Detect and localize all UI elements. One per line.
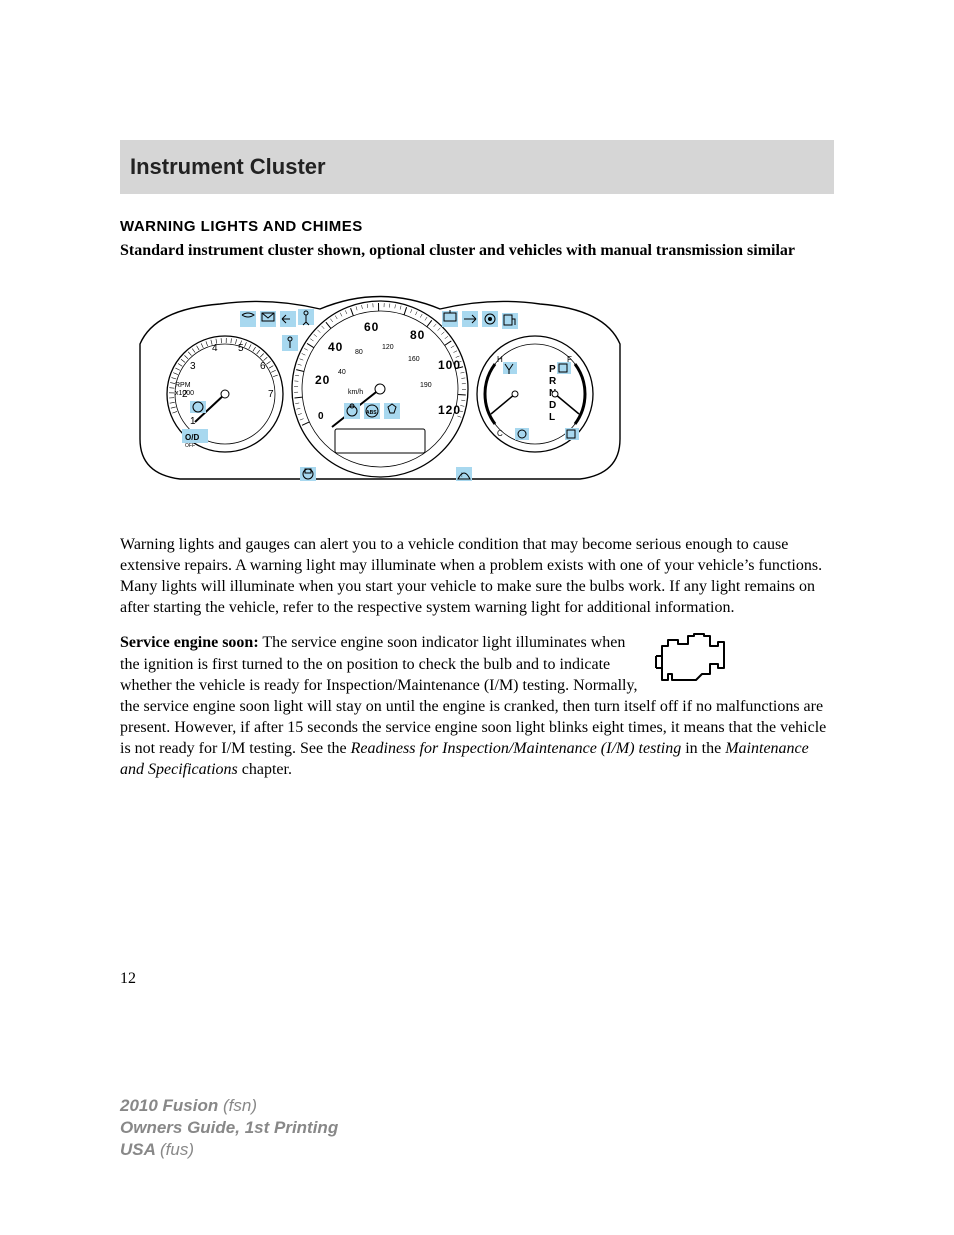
section-title: Instrument Cluster xyxy=(130,154,824,180)
page-number: 12 xyxy=(120,970,136,988)
svg-text:6: 6 xyxy=(260,361,266,372)
section-header-bar: Instrument Cluster xyxy=(120,140,834,194)
intro-paragraph: Warning lights and gauges can alert you … xyxy=(120,534,834,618)
svg-text:D: D xyxy=(549,400,556,411)
svg-text:40: 40 xyxy=(328,340,343,354)
svg-text:120: 120 xyxy=(438,403,461,417)
footer-line-1: 2010 Fusion (fsn) xyxy=(120,1095,338,1117)
subheading: WARNING LIGHTS AND CHIMES xyxy=(120,218,834,235)
svg-text:5: 5 xyxy=(238,343,244,354)
cluster-svg: 1234567RPMx1000O/DOFF204060801001200km/h… xyxy=(120,279,640,489)
svg-text:0: 0 xyxy=(318,411,325,422)
svg-text:80: 80 xyxy=(410,328,425,342)
svg-text:RPM: RPM xyxy=(175,382,191,389)
footer-line-3: USA (fus) xyxy=(120,1139,338,1161)
service-engine-mid: in the xyxy=(681,740,725,757)
svg-text:C: C xyxy=(497,429,503,438)
svg-text:L: L xyxy=(549,412,555,423)
service-engine-tail: chapter. xyxy=(238,761,292,778)
svg-text:O/D: O/D xyxy=(185,433,199,442)
svg-text:160: 160 xyxy=(408,356,420,363)
svg-text:100: 100 xyxy=(438,358,461,372)
svg-text:OFF: OFF xyxy=(185,443,195,449)
svg-text:4: 4 xyxy=(212,343,218,354)
footer-line-2: Owners Guide, 1st Printing xyxy=(120,1117,338,1139)
svg-text:H: H xyxy=(497,355,503,364)
svg-text:190: 190 xyxy=(420,382,432,389)
svg-text:P: P xyxy=(549,364,556,375)
instrument-cluster-diagram: 1234567RPMx1000O/DOFF204060801001200km/h… xyxy=(120,279,834,494)
service-engine-ital1: Readiness for Inspection/Maintenance (I/… xyxy=(351,740,682,757)
footer-block: 2010 Fusion (fsn) Owners Guide, 1st Prin… xyxy=(120,1095,338,1161)
svg-text:80: 80 xyxy=(355,349,363,356)
svg-text:120: 120 xyxy=(382,344,394,351)
bold-note: Standard instrument cluster shown, optio… xyxy=(120,241,834,261)
service-engine-section: Service engine soon: The service engine … xyxy=(120,632,834,780)
svg-text:km/h: km/h xyxy=(348,389,363,396)
svg-text:60: 60 xyxy=(364,320,379,334)
svg-text:40: 40 xyxy=(338,369,346,376)
svg-text:ABS: ABS xyxy=(366,410,377,416)
svg-text:x1000: x1000 xyxy=(175,390,194,397)
svg-text:7: 7 xyxy=(268,389,274,400)
svg-text:3: 3 xyxy=(190,361,196,372)
svg-text:20: 20 xyxy=(315,373,330,387)
service-engine-lead: Service engine soon: xyxy=(120,634,259,651)
svg-text:R: R xyxy=(549,376,557,387)
engine-icon xyxy=(650,632,734,691)
